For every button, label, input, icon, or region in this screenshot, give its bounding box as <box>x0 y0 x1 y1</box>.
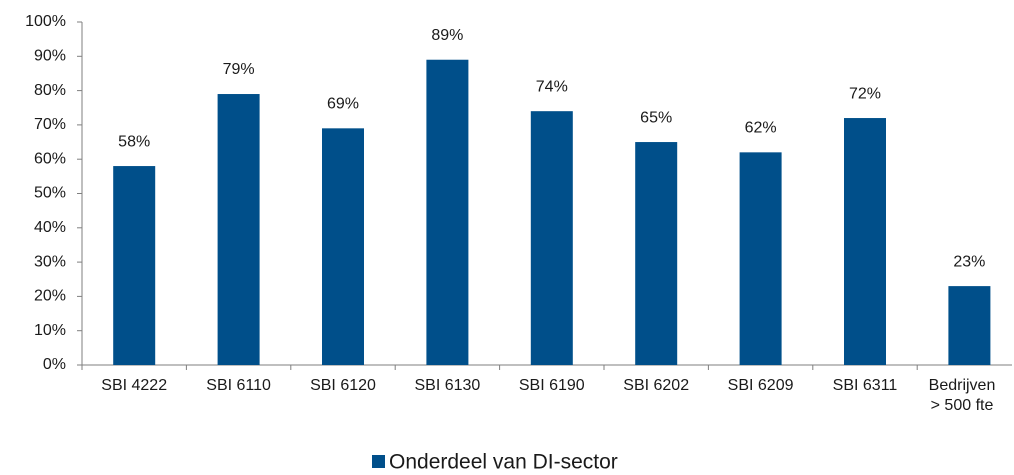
bar <box>530 111 573 366</box>
bar <box>948 286 991 365</box>
x-tick-label: SBI 6130 <box>414 377 481 394</box>
value-label: 62% <box>745 120 777 137</box>
legend-swatch <box>372 455 385 468</box>
y-tick-label: 20% <box>34 288 66 305</box>
y-tick-label: 80% <box>34 82 66 99</box>
x-tick-label: SBI 6120 <box>310 377 376 394</box>
bar <box>635 142 678 365</box>
bar <box>844 118 886 365</box>
legend-label: Onderdeel van DI-sector <box>389 451 618 474</box>
value-label: 65% <box>640 109 672 126</box>
value-label: 69% <box>327 96 359 113</box>
bar <box>739 152 782 365</box>
y-tick-label: 90% <box>34 48 66 65</box>
x-tick-label: SBI 6190 <box>518 377 585 394</box>
y-tick-label: 60% <box>34 150 66 167</box>
x-tick-label: SBI 6311 <box>832 377 898 394</box>
value-label: 72% <box>849 85 881 102</box>
y-tick-label: 0% <box>43 356 66 373</box>
bar <box>426 59 469 365</box>
value-label: 89% <box>431 27 463 44</box>
y-tick-label: 70% <box>34 116 66 133</box>
x-tick-label: SBI 6110 <box>206 377 271 394</box>
x-tick-label: SBI 6202 <box>623 377 690 394</box>
x-tick-label: SBI 4222 <box>101 377 168 394</box>
y-tick-label: 30% <box>34 253 66 270</box>
x-tick-label: Bedrijven > 500 fte <box>928 377 996 414</box>
y-tick-label: 50% <box>34 185 66 202</box>
y-tick-label: 100% <box>25 13 66 30</box>
value-label: 74% <box>536 78 568 95</box>
bar <box>113 166 156 365</box>
value-label: 79% <box>223 61 255 78</box>
bar <box>217 94 260 365</box>
bar <box>322 128 364 365</box>
value-label: 23% <box>953 253 985 270</box>
y-tick-label: 10% <box>34 322 66 339</box>
x-tick-label: SBI 6209 <box>727 377 794 394</box>
y-tick-label: 40% <box>34 219 66 236</box>
value-label: 58% <box>118 133 150 150</box>
